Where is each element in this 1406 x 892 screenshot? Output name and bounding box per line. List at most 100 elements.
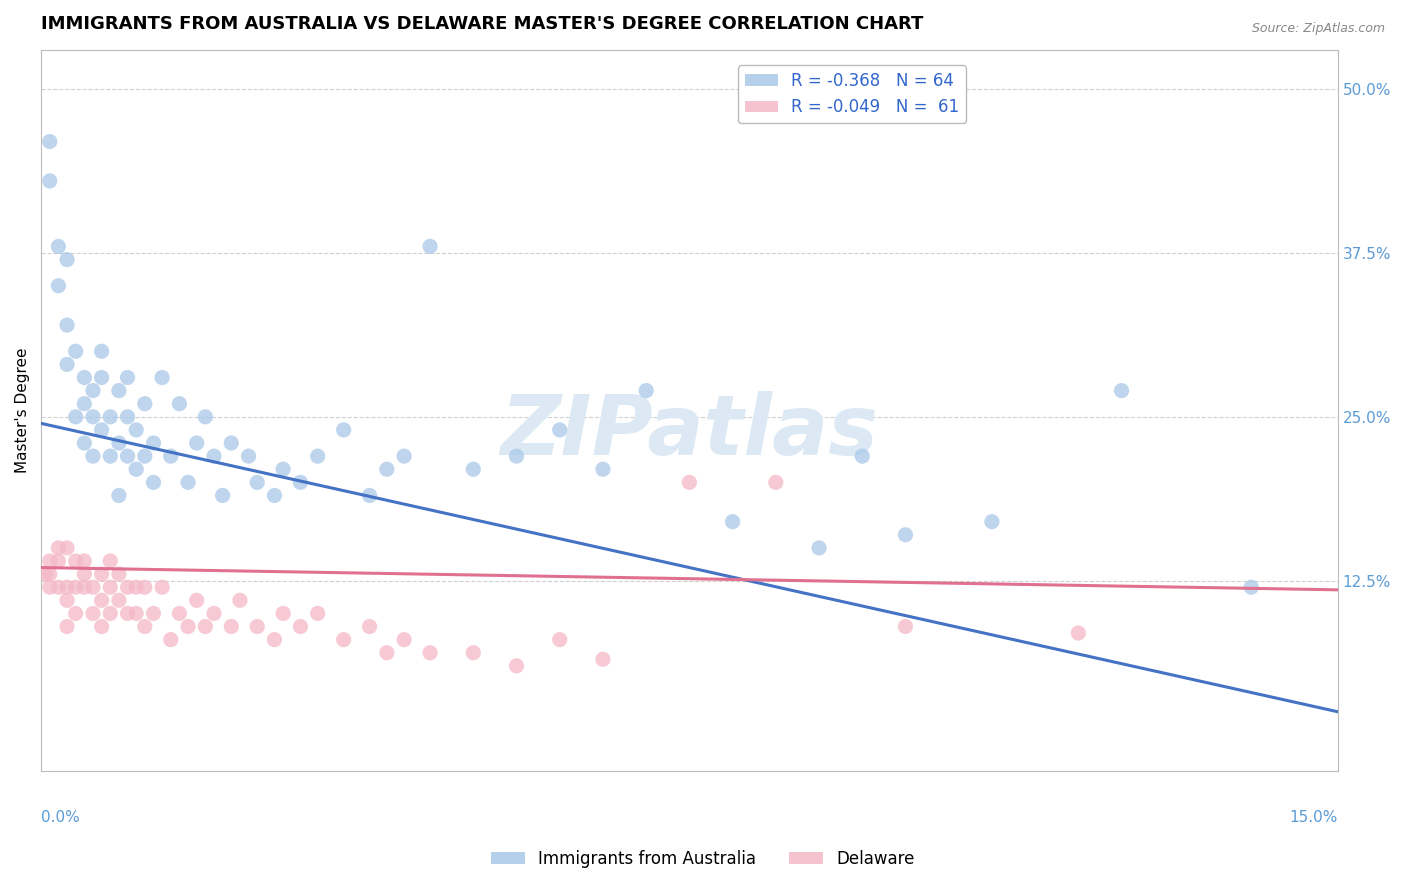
Point	[98, 607, 121, 621]
Point	[263, 488, 285, 502]
Point	[73, 580, 96, 594]
Point	[56, 619, 79, 633]
Point	[38, 554, 60, 568]
Point	[851, 449, 873, 463]
Point	[90, 593, 112, 607]
Point	[98, 580, 121, 594]
Point	[73, 397, 96, 411]
Point	[808, 541, 831, 555]
Point	[98, 449, 121, 463]
Point	[150, 580, 173, 594]
Point	[159, 449, 181, 463]
Point	[375, 646, 398, 660]
Point	[48, 278, 70, 293]
Point	[125, 423, 148, 437]
Point	[73, 436, 96, 450]
Point	[38, 174, 60, 188]
Point	[142, 607, 165, 621]
Point	[765, 475, 787, 490]
Point	[202, 607, 225, 621]
Point	[125, 580, 148, 594]
Point	[65, 554, 87, 568]
Point	[592, 462, 614, 476]
Point	[359, 619, 381, 633]
Point	[65, 607, 87, 621]
Point	[73, 567, 96, 582]
Point	[48, 554, 70, 568]
Point	[246, 475, 269, 490]
Point	[463, 646, 485, 660]
Point	[82, 607, 104, 621]
Point	[56, 318, 79, 332]
Point	[34, 567, 56, 582]
Point	[134, 580, 156, 594]
Point	[117, 409, 139, 424]
Point	[48, 580, 70, 594]
Point	[56, 541, 79, 555]
Point	[65, 344, 87, 359]
Point	[90, 370, 112, 384]
Point	[219, 436, 242, 450]
Point	[1067, 626, 1090, 640]
Point	[463, 462, 485, 476]
Point	[82, 384, 104, 398]
Point	[419, 239, 441, 253]
Text: 15.0%: 15.0%	[1289, 810, 1337, 825]
Point	[290, 619, 312, 633]
Point	[56, 593, 79, 607]
Point	[117, 370, 139, 384]
Point	[38, 580, 60, 594]
Point	[38, 135, 60, 149]
Point	[375, 462, 398, 476]
Text: ZIPatlas: ZIPatlas	[501, 392, 879, 473]
Point	[90, 423, 112, 437]
Point	[636, 384, 658, 398]
Point	[186, 593, 208, 607]
Y-axis label: Master's Degree: Master's Degree	[15, 348, 30, 473]
Point	[592, 652, 614, 666]
Point	[142, 436, 165, 450]
Point	[1240, 580, 1263, 594]
Point	[56, 252, 79, 267]
Point	[194, 409, 217, 424]
Point	[108, 488, 131, 502]
Point	[142, 475, 165, 490]
Point	[48, 541, 70, 555]
Point	[392, 449, 415, 463]
Point	[194, 619, 217, 633]
Point	[134, 397, 156, 411]
Point	[169, 607, 191, 621]
Point	[1111, 384, 1133, 398]
Point	[134, 449, 156, 463]
Point	[332, 423, 354, 437]
Point	[290, 475, 312, 490]
Point	[392, 632, 415, 647]
Point	[73, 370, 96, 384]
Point	[82, 449, 104, 463]
Point	[134, 619, 156, 633]
Point	[419, 646, 441, 660]
Point	[48, 239, 70, 253]
Legend: R = -0.368   N = 64, R = -0.049   N =  61: R = -0.368 N = 64, R = -0.049 N = 61	[738, 65, 966, 123]
Point	[980, 515, 1002, 529]
Point	[271, 462, 294, 476]
Point	[177, 475, 200, 490]
Point	[90, 619, 112, 633]
Point	[82, 409, 104, 424]
Text: Source: ZipAtlas.com: Source: ZipAtlas.com	[1251, 22, 1385, 36]
Point	[894, 528, 917, 542]
Point	[211, 488, 233, 502]
Point	[56, 580, 79, 594]
Point	[505, 658, 527, 673]
Point	[125, 607, 148, 621]
Point	[332, 632, 354, 647]
Point	[65, 409, 87, 424]
Point	[108, 593, 131, 607]
Point	[169, 397, 191, 411]
Point	[229, 593, 252, 607]
Point	[90, 567, 112, 582]
Point	[108, 436, 131, 450]
Point	[108, 567, 131, 582]
Point	[359, 488, 381, 502]
Point	[177, 619, 200, 633]
